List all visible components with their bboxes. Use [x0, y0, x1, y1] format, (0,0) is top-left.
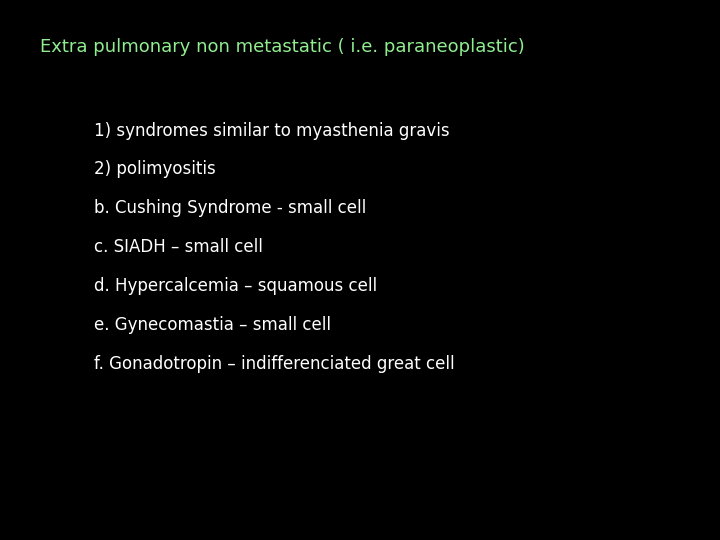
Text: 2) polimyositis: 2) polimyositis [94, 160, 215, 178]
Text: c. SIADH – small cell: c. SIADH – small cell [94, 238, 263, 256]
Text: 1) syndromes similar to myasthenia gravis: 1) syndromes similar to myasthenia gravi… [94, 122, 449, 139]
Text: b. Cushing Syndrome - small cell: b. Cushing Syndrome - small cell [94, 199, 366, 217]
Text: d. Hypercalcemia – squamous cell: d. Hypercalcemia – squamous cell [94, 277, 377, 295]
Text: f. Gonadotropin – indifferenciated great cell: f. Gonadotropin – indifferenciated great… [94, 355, 454, 373]
Text: Extra pulmonary non metastatic ( i.e. paraneoplastic): Extra pulmonary non metastatic ( i.e. pa… [40, 38, 524, 56]
Text: e. Gynecomastia – small cell: e. Gynecomastia – small cell [94, 316, 330, 334]
